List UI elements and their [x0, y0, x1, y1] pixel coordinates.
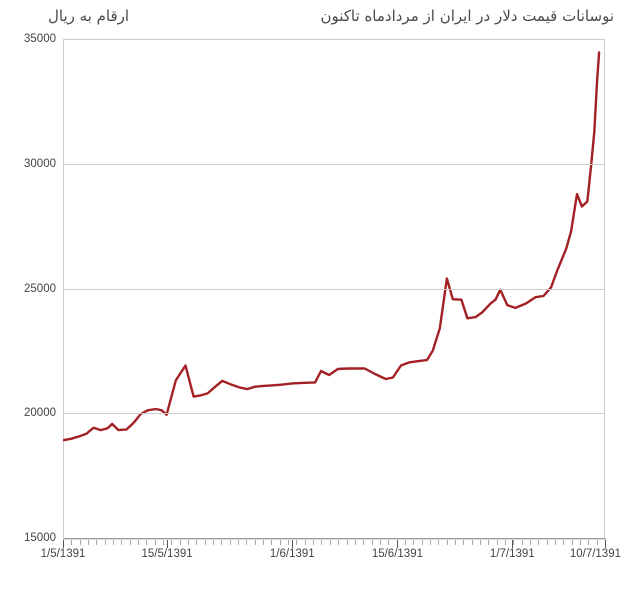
- price-line: [62, 51, 601, 442]
- x-axis-major-tick: [512, 540, 514, 548]
- x-axis-minor-tick: [379, 540, 381, 545]
- x-axis-minor-tick: [71, 540, 73, 545]
- x-axis-minor-tick: [271, 540, 273, 545]
- x-axis-minor-tick: [163, 540, 165, 545]
- x-axis-minor-tick: [246, 540, 248, 545]
- x-axis-minor-tick: [179, 540, 181, 545]
- x-axis-minor-tick: [571, 540, 573, 545]
- x-axis-tick-label: 10/7/1391: [569, 548, 621, 560]
- x-axis-minor-tick: [438, 540, 440, 545]
- x-axis-minor-tick: [596, 540, 598, 545]
- y-axis-tick-label: 15000: [24, 532, 56, 544]
- x-axis-minor-tick: [329, 540, 331, 545]
- x-axis-minor-tick: [188, 540, 190, 545]
- x-axis-minor-tick: [321, 540, 323, 545]
- x-axis-minor-tick: [288, 540, 290, 545]
- x-axis-minor-tick: [171, 540, 173, 545]
- x-axis-minor-tick: [279, 540, 281, 545]
- y-axis-tick-label: 30000: [24, 157, 56, 170]
- x-axis-minor-tick: [313, 540, 315, 545]
- gridline: [64, 164, 604, 166]
- x-axis-tick-label: 15/6/1391: [371, 548, 423, 560]
- x-axis-minor-tick: [346, 540, 348, 545]
- x-axis-minor-tick: [371, 540, 373, 545]
- x-axis-minor-tick: [429, 540, 431, 545]
- x-axis-minor-tick: [263, 540, 265, 545]
- x-axis-major-tick: [292, 540, 294, 548]
- x-axis-minor-tick: [363, 540, 365, 545]
- x-axis-major-tick: [605, 540, 606, 548]
- x-axis-minor-tick: [296, 540, 298, 545]
- x-axis-minor-tick: [121, 540, 123, 545]
- x-axis-minor-tick: [513, 540, 515, 545]
- x-axis-minor-tick: [96, 540, 98, 545]
- x-axis-minor-tick: [588, 540, 590, 545]
- x-axis-minor-tick: [521, 540, 523, 545]
- x-axis-minor-tick: [138, 540, 140, 545]
- x-axis-minor-tick: [446, 540, 448, 545]
- x-axis-tick-label: 1/7/1391: [489, 548, 535, 560]
- x-axis-minor-tick: [538, 540, 540, 545]
- unit-label: ارقام به ریال: [48, 7, 130, 25]
- x-axis-minor-tick: [204, 540, 206, 545]
- x-axis-minor-tick: [504, 540, 506, 545]
- x-axis-major-tick: [167, 540, 169, 548]
- x-axis-minor-tick: [129, 540, 131, 545]
- x-axis-minor-tick: [238, 540, 240, 545]
- x-axis-minor-tick: [496, 540, 498, 545]
- x-axis-minor-tick: [79, 540, 81, 545]
- x-axis-line: [63, 538, 606, 539]
- x-axis-minor-tick: [104, 540, 106, 545]
- chart-title: نوسانات قیمت دلار در ایران از مردادماه ت…: [320, 7, 615, 25]
- x-axis-tick-label: 1/5/1391: [40, 548, 86, 560]
- x-axis-minor-tick: [221, 540, 223, 545]
- x-axis-minor-tick: [579, 540, 581, 545]
- x-axis-minor-tick: [554, 540, 556, 545]
- x-axis-minor-tick: [413, 540, 415, 545]
- x-axis-tick-label: 15/5/1391: [141, 548, 193, 560]
- x-axis-minor-tick: [354, 540, 356, 545]
- x-axis-minor-tick: [404, 540, 406, 545]
- gridline: [64, 288, 604, 290]
- y-axis-tick-label: 20000: [24, 407, 56, 420]
- x-axis-minor-tick: [421, 540, 423, 545]
- price-line-svg: [62, 51, 601, 442]
- x-axis-minor-tick: [479, 540, 481, 545]
- y-axis-tick-label: 25000: [24, 282, 56, 295]
- x-axis-minor-tick: [254, 540, 256, 545]
- x-axis-minor-tick: [229, 540, 231, 545]
- y-axis-tick-label: 35000: [24, 33, 56, 45]
- x-axis-major-tick: [397, 540, 399, 548]
- x-axis-minor-tick: [338, 540, 340, 545]
- x-axis-major-tick: [63, 540, 64, 548]
- plot-area: [62, 39, 605, 538]
- x-axis-minor-tick: [396, 540, 398, 545]
- x-axis-minor-tick: [529, 540, 531, 545]
- x-axis-minor-tick: [563, 540, 565, 545]
- gridline: [64, 412, 604, 414]
- x-axis-minor-tick: [196, 540, 198, 545]
- x-axis-minor-tick: [463, 540, 465, 545]
- x-axis-minor-tick: [388, 540, 390, 545]
- x-axis-minor-tick: [146, 540, 148, 545]
- x-axis-minor-tick: [154, 540, 156, 545]
- x-axis-minor-tick: [471, 540, 473, 545]
- x-axis-minor-tick: [213, 540, 215, 545]
- x-axis-minor-tick: [304, 540, 306, 545]
- x-axis-minor-tick: [546, 540, 548, 545]
- x-axis-minor-tick: [88, 540, 89, 545]
- x-axis-minor-tick: [454, 540, 456, 545]
- x-axis-tick-label: 1/6/1391: [269, 548, 315, 560]
- x-axis-minor-tick: [488, 540, 490, 545]
- x-axis-minor-tick: [113, 540, 115, 545]
